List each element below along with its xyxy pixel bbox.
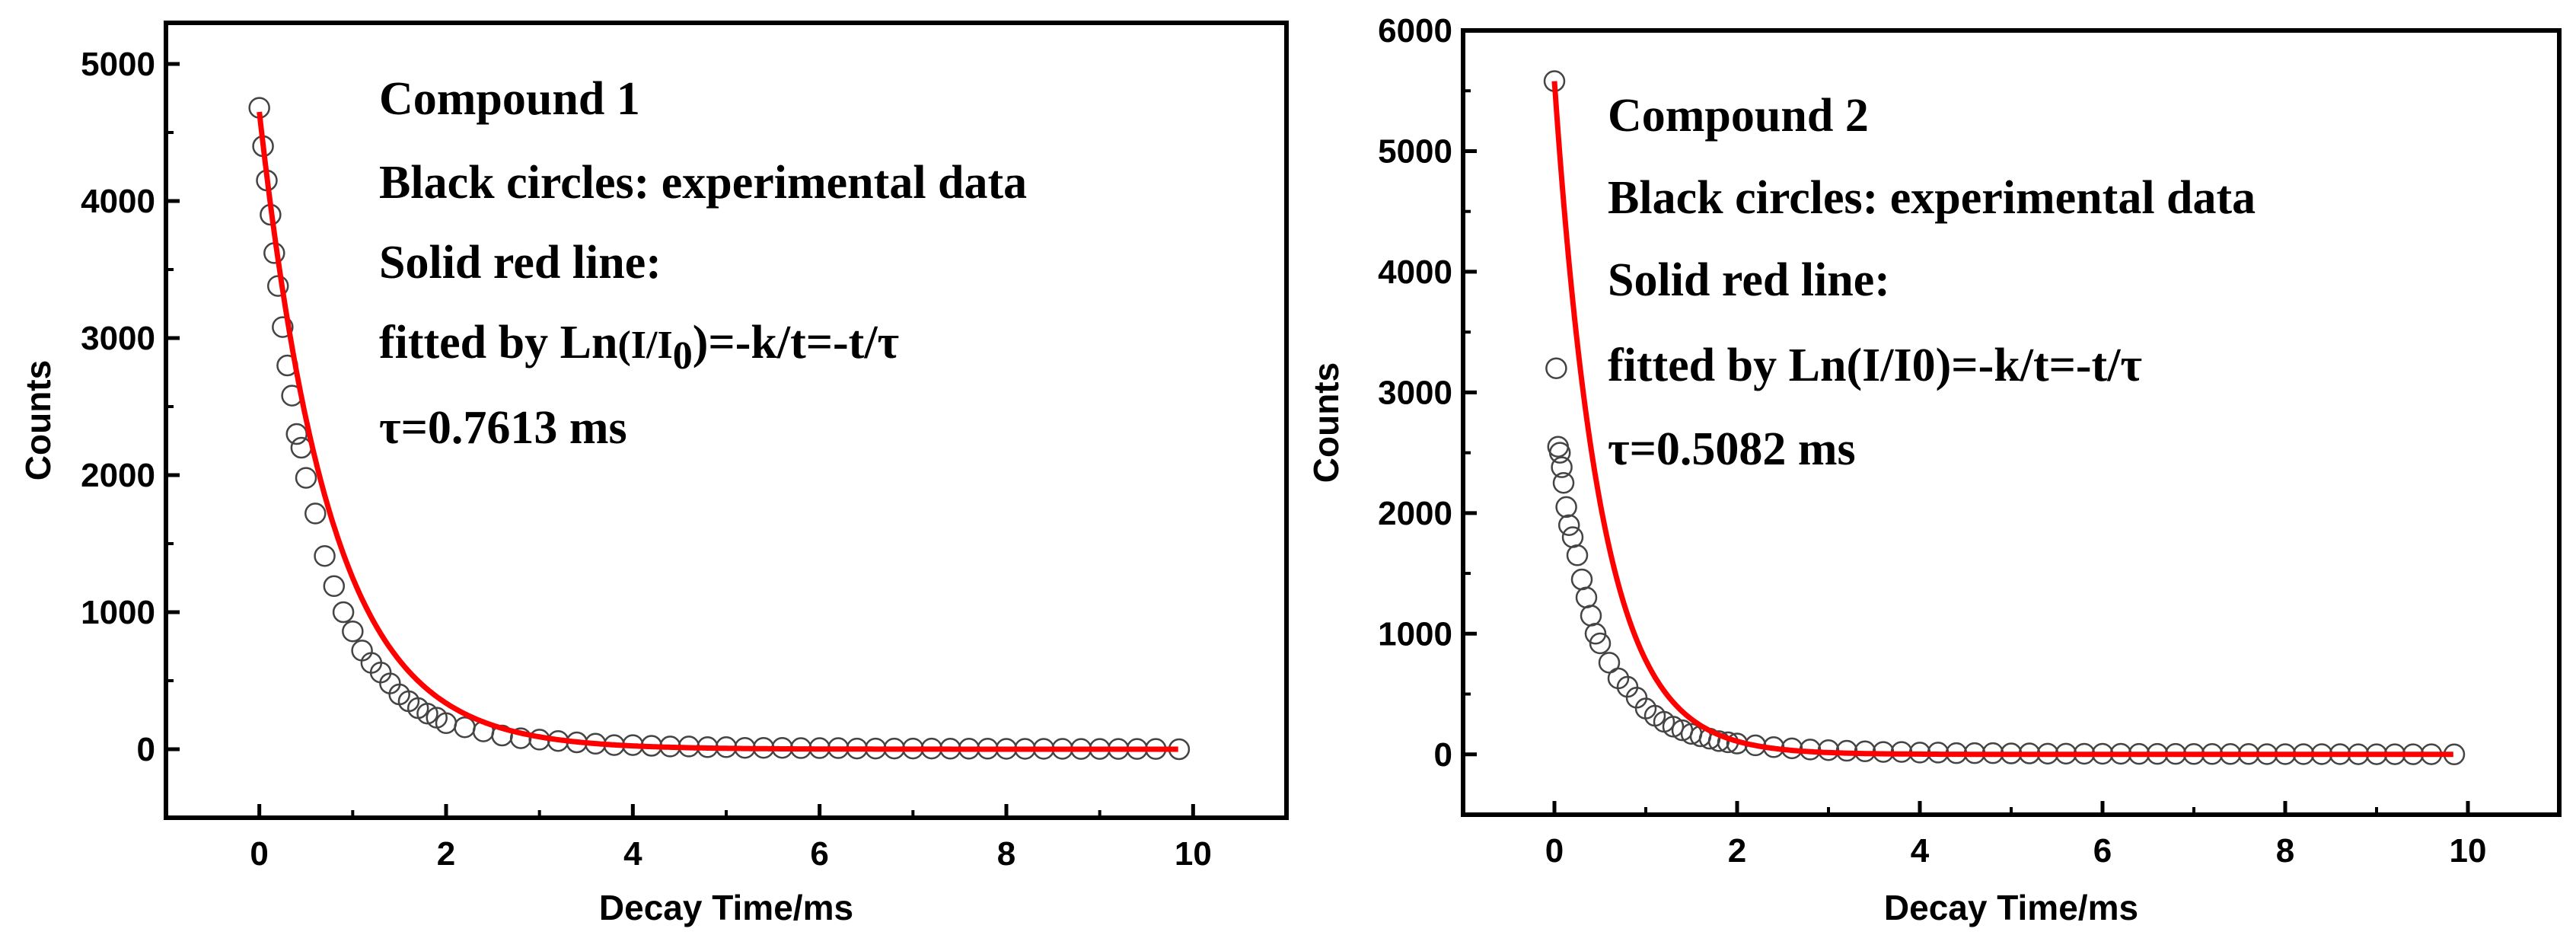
fit-line-2 bbox=[1551, 81, 2453, 758]
y-axis-title-1: Counts bbox=[18, 360, 58, 480]
fit-1-prefix: fitted by Ln bbox=[379, 317, 617, 369]
x-tick-label: 6 bbox=[2093, 832, 2112, 870]
data-point bbox=[304, 503, 327, 525]
compound-2-legend-circles: Black circles: experimental data bbox=[1608, 172, 2256, 224]
data-point bbox=[342, 620, 364, 643]
fit-line-1 bbox=[257, 111, 1178, 752]
x-tick-label: 0 bbox=[1545, 832, 1564, 870]
y-tick-label: 3000 bbox=[81, 320, 155, 357]
data-point bbox=[416, 702, 438, 725]
data-point bbox=[1552, 471, 1575, 494]
compound-1-legend-line: Solid red line: bbox=[379, 237, 662, 289]
y-tick-label: 0 bbox=[1434, 736, 1452, 774]
x-tick-label: 8 bbox=[997, 835, 1015, 873]
plot-frame-1 bbox=[164, 21, 1289, 820]
data-point bbox=[1551, 456, 1573, 478]
annotation-2: Compound 2 Black circles: experimental d… bbox=[1608, 90, 2256, 475]
data-point bbox=[454, 716, 476, 739]
data-point bbox=[1584, 623, 1607, 645]
x-tick-label: 4 bbox=[623, 835, 642, 873]
x-tick-label: 4 bbox=[1911, 832, 1930, 870]
fit-1-ratio: (I/I bbox=[617, 324, 672, 367]
y-tick-label: 4000 bbox=[81, 183, 155, 220]
data-point bbox=[272, 316, 294, 338]
fit-1-suffix: )=-k/t=-t/τ bbox=[693, 317, 899, 369]
data-point bbox=[1548, 442, 1571, 464]
data-point bbox=[1557, 514, 1580, 536]
data-point bbox=[509, 727, 532, 749]
y-tick-label: 2000 bbox=[1378, 495, 1452, 532]
x-tick-label: 0 bbox=[250, 835, 268, 873]
y-tick-label: 5000 bbox=[1378, 132, 1452, 170]
y-tick-label: 1000 bbox=[1378, 615, 1452, 653]
y-tick-label: 1000 bbox=[81, 594, 155, 631]
x-ticks-2: 0 2 4 6 8 10 bbox=[1545, 801, 2487, 870]
data-point bbox=[1555, 496, 1577, 519]
compound-1-tau: τ=0.7613 ms bbox=[379, 402, 627, 454]
data-point bbox=[1580, 605, 1602, 627]
y-tick-label: 3000 bbox=[1378, 374, 1452, 411]
x-axis-title-2: Decay Time/ms bbox=[1884, 888, 2138, 927]
data-point bbox=[1575, 586, 1598, 609]
x-tick-label: 2 bbox=[437, 835, 455, 873]
compound-1-fit-equation: fitted by Ln(I/I0)=-k/t=-t/τ bbox=[379, 317, 899, 378]
y-tick-label: 4000 bbox=[1378, 254, 1452, 291]
fit-1-subscript: 0 bbox=[673, 334, 693, 378]
chart-panel-1: 0 2 4 6 8 10 0 1000 2000 3000 4000 5000 Counts Dec… bbox=[18, 21, 1289, 927]
data-point bbox=[1662, 716, 1685, 738]
x-tick-label: 8 bbox=[2276, 832, 2294, 870]
compound-2-fit-equation: fitted by Ln(I/I0)=-k/t=-t/τ bbox=[1608, 340, 2142, 391]
x-ticks-1: 0 2 4 6 8 10 bbox=[250, 804, 1212, 873]
data-point bbox=[1570, 568, 1593, 591]
x-tick-label: 6 bbox=[810, 835, 828, 873]
data-point bbox=[1566, 544, 1589, 566]
x-tick-label: 10 bbox=[2450, 832, 2487, 870]
y-ticks-1: 0 1000 2000 3000 4000 5000 bbox=[81, 46, 180, 768]
compound-2-title: Compound 2 bbox=[1608, 90, 1869, 142]
y-ticks-2: 0 1000 2000 3000 4000 5000 6000 bbox=[1378, 12, 1477, 774]
compound-1-legend-circles: Black circles: experimental data bbox=[379, 157, 1027, 209]
data-point bbox=[295, 467, 317, 489]
compound-2-legend-line: Solid red line: bbox=[1608, 254, 1890, 306]
data-point bbox=[314, 544, 336, 567]
data-point bbox=[285, 423, 308, 445]
y-tick-label: 6000 bbox=[1378, 12, 1452, 49]
y-tick-label: 0 bbox=[137, 731, 155, 768]
y-axis-title-2: Counts bbox=[1306, 362, 1346, 483]
data-point bbox=[323, 575, 346, 598]
annotation-1: Compound 1 Black circles: experimental d… bbox=[379, 73, 1027, 454]
data-point bbox=[1589, 632, 1612, 655]
x-axis-title-1: Decay Time/ms bbox=[599, 888, 853, 927]
data-point bbox=[1545, 357, 1567, 379]
data-point bbox=[332, 601, 355, 624]
y-tick-label: 5000 bbox=[81, 46, 155, 83]
x-tick-label: 10 bbox=[1175, 835, 1212, 873]
chart-panel-2: 0 2 4 6 8 10 0 1000 2000 3000 4000 5000 6000 Counts… bbox=[1306, 12, 2562, 927]
compound-2-tau: τ=0.5082 ms bbox=[1608, 423, 1856, 475]
y-tick-label: 2000 bbox=[81, 457, 155, 494]
data-point bbox=[1561, 526, 1584, 548]
compound-1-title: Compound 1 bbox=[379, 73, 640, 125]
x-tick-label: 2 bbox=[1728, 832, 1746, 870]
